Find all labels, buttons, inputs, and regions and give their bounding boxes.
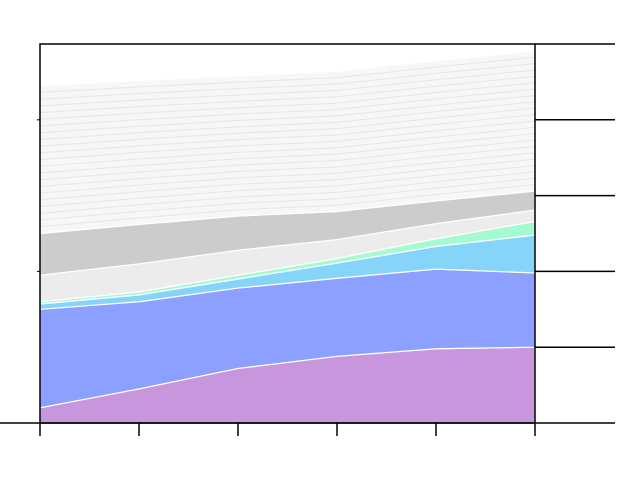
faint-line-15	[39, 94, 536, 134]
faint-line-10	[39, 126, 536, 167]
area-layers	[39, 50, 536, 424]
faint-line-21	[39, 56, 536, 93]
faint-series-lines	[39, 56, 536, 228]
faint-line-9	[39, 133, 536, 174]
faint-line-5	[39, 158, 536, 201]
faint-line-13	[39, 107, 536, 147]
faint-line-18	[39, 75, 536, 114]
faint-line-12	[39, 114, 536, 154]
faint-line-14	[39, 101, 536, 140]
faint-line-3	[39, 171, 536, 214]
faint-line-11	[39, 120, 536, 161]
faint-line-4	[39, 165, 536, 208]
faint-line-20	[39, 63, 536, 100]
faint-line-16	[39, 88, 536, 127]
faint-line-1	[39, 184, 536, 228]
faint-line-7	[39, 145, 536, 187]
faint-line-8	[39, 139, 536, 181]
faint-line-2	[39, 177, 536, 221]
faint-line-6	[39, 152, 536, 194]
x-axis	[0, 422, 615, 436]
faint-line-19	[39, 69, 536, 107]
faint-line-17	[39, 82, 536, 120]
y-axis-right	[37, 43, 615, 348]
